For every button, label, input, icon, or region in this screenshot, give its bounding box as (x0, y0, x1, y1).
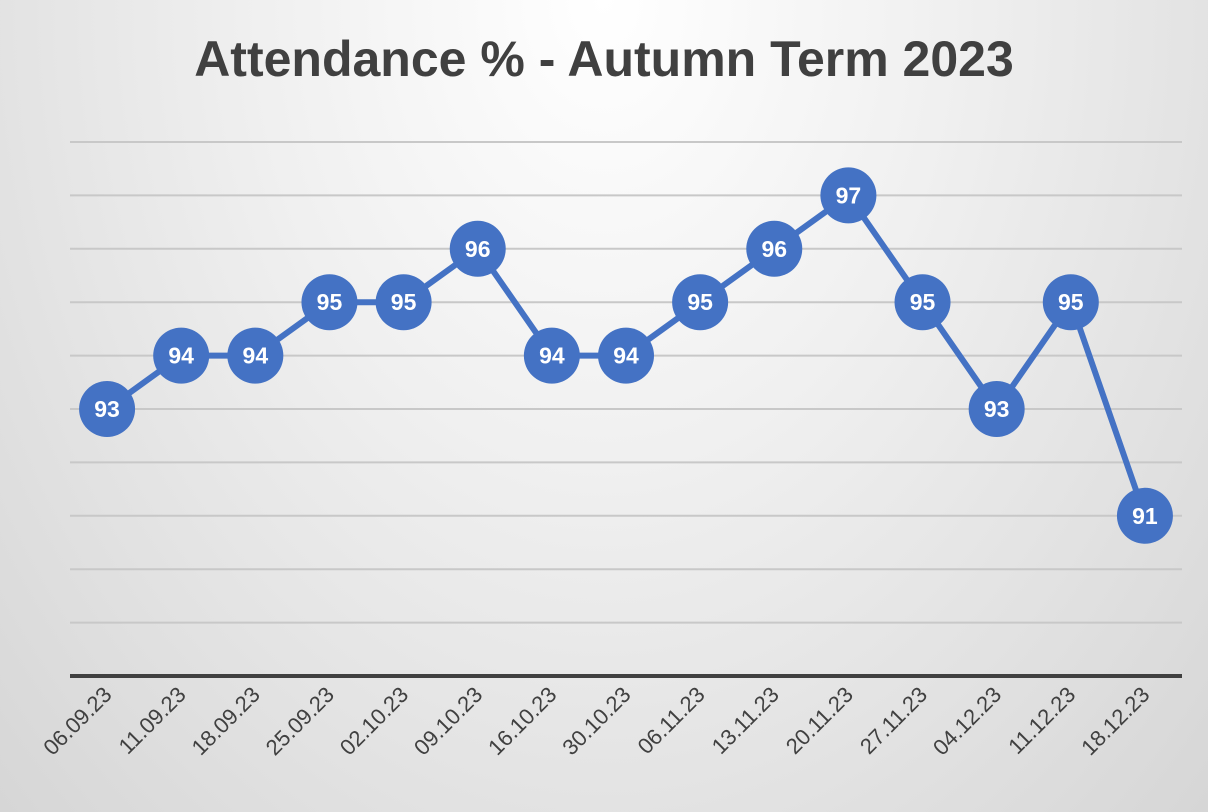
x-tick-label: 18.09.23 (187, 682, 265, 760)
data-label: 93 (94, 396, 120, 422)
data-label: 95 (910, 289, 936, 315)
data-label: 96 (465, 236, 491, 262)
x-tick-label: 11.12.23 (1003, 682, 1080, 759)
data-point (523, 327, 580, 384)
data-label: 96 (761, 236, 787, 262)
data-point (79, 381, 136, 437)
x-tick-label: 09.10.23 (409, 682, 487, 760)
data-label: 93 (984, 396, 1010, 422)
data-point (820, 167, 877, 224)
data-label: 95 (1058, 289, 1084, 315)
data-label: 95 (391, 289, 417, 315)
x-tick-label: 11.09.23 (114, 682, 191, 759)
x-tick-label: 06.09.23 (38, 682, 116, 760)
data-point (449, 220, 506, 277)
data-point (746, 220, 803, 277)
x-tick-label: 16.10.23 (483, 682, 561, 760)
data-point (672, 274, 729, 331)
data-point (968, 381, 1025, 437)
data-label: 94 (613, 343, 639, 369)
data-point (598, 327, 654, 384)
data-point (375, 274, 432, 331)
x-tick-label: 04.12.23 (928, 682, 1006, 760)
x-tick-label: 18.12.23 (1076, 682, 1154, 760)
data-label: 94 (168, 343, 194, 369)
x-tick-label: 27.11.23 (855, 682, 932, 759)
data-point (153, 327, 210, 384)
data-point (1116, 487, 1173, 544)
data-label: 94 (243, 343, 269, 369)
x-tick-label: 06.11.23 (633, 682, 710, 759)
x-tick-label: 25.09.23 (261, 682, 339, 760)
x-tick-label: 30.10.23 (557, 682, 635, 760)
data-point (227, 327, 284, 384)
x-tick-label: 02.10.23 (335, 682, 413, 760)
data-label: 95 (687, 289, 713, 315)
data-label: 91 (1132, 503, 1158, 529)
chart-title: Attendance % - Autumn Term 2023 (194, 31, 1014, 87)
data-label: 97 (836, 182, 862, 208)
data-label: 95 (317, 289, 343, 315)
data-point (1042, 274, 1099, 331)
x-tick-label: 20.11.23 (781, 682, 858, 759)
data-label: 94 (539, 343, 565, 369)
data-point (301, 274, 358, 331)
data-point (894, 274, 951, 331)
x-tick-label: 13.11.23 (707, 682, 784, 759)
